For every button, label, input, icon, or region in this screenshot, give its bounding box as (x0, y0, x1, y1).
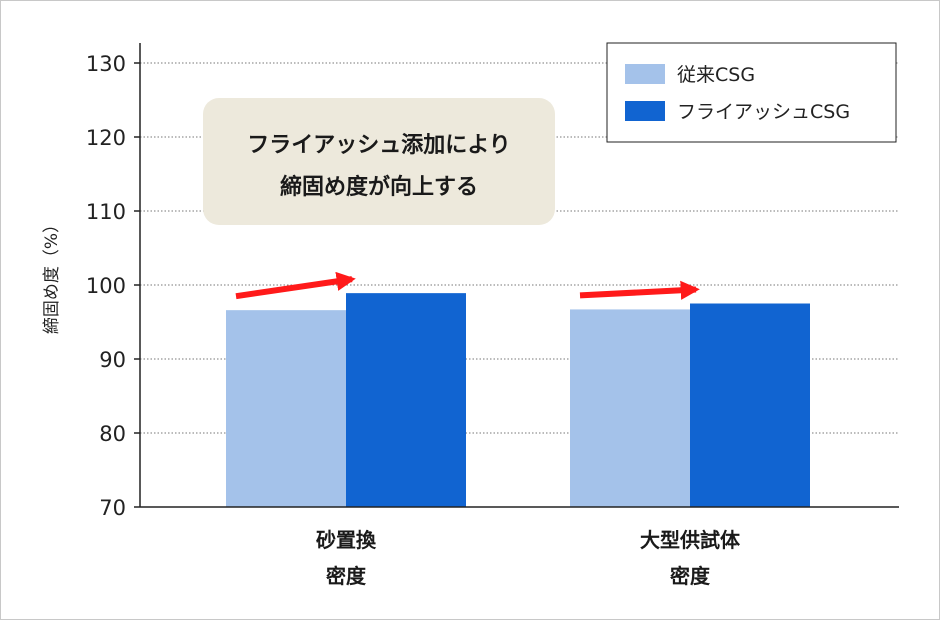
annotation-line-1: フライアッシュ添加により (247, 133, 511, 158)
bars (226, 293, 810, 507)
legend: 従来CSG フライアッシュCSG (606, 42, 897, 143)
legend-swatch-conventional (625, 64, 665, 84)
x-tick-label-1-1: 密度 (670, 564, 711, 588)
y-tick-label-110: 110 (86, 200, 126, 224)
y-axis-label: 締固め度（%） (42, 216, 62, 334)
x-tick-label-1-0: 大型供試体 (640, 528, 741, 552)
legend-label-flyash: フライアッシュCSG (677, 101, 850, 123)
y-tick-label-120: 120 (86, 126, 126, 150)
y-tick-label-100: 100 (86, 274, 126, 298)
annotation-line-2: 締固め度が向上する (280, 174, 478, 200)
trend-arrow-1 (579, 280, 700, 300)
y-tick-label-90: 90 (99, 348, 126, 372)
bar-1-1 (690, 303, 810, 507)
bar-0-0 (226, 310, 346, 507)
axes (139, 43, 899, 508)
legend-label-conventional: 従来CSG (677, 64, 755, 86)
annotation-box (203, 98, 555, 225)
trend-arrow-0 (235, 271, 356, 300)
y-tick-label-80: 80 (99, 422, 126, 446)
x-tick-label-0-1: 密度 (326, 564, 367, 588)
bar-1-0 (570, 309, 690, 507)
bar-0-1 (346, 293, 466, 507)
annotation-callout: フライアッシュ添加により 締固め度が向上する (203, 98, 555, 225)
y-tick-labels: 70 80 90 100 110 120 130 (86, 52, 126, 520)
legend-swatch-flyash (625, 101, 665, 121)
y-tick-label-130: 130 (86, 52, 126, 76)
y-tick-label-70: 70 (99, 496, 126, 520)
trend-arrows (235, 271, 700, 300)
x-tick-label-0-0: 砂置換 (316, 528, 377, 552)
legend-box (606, 42, 897, 143)
